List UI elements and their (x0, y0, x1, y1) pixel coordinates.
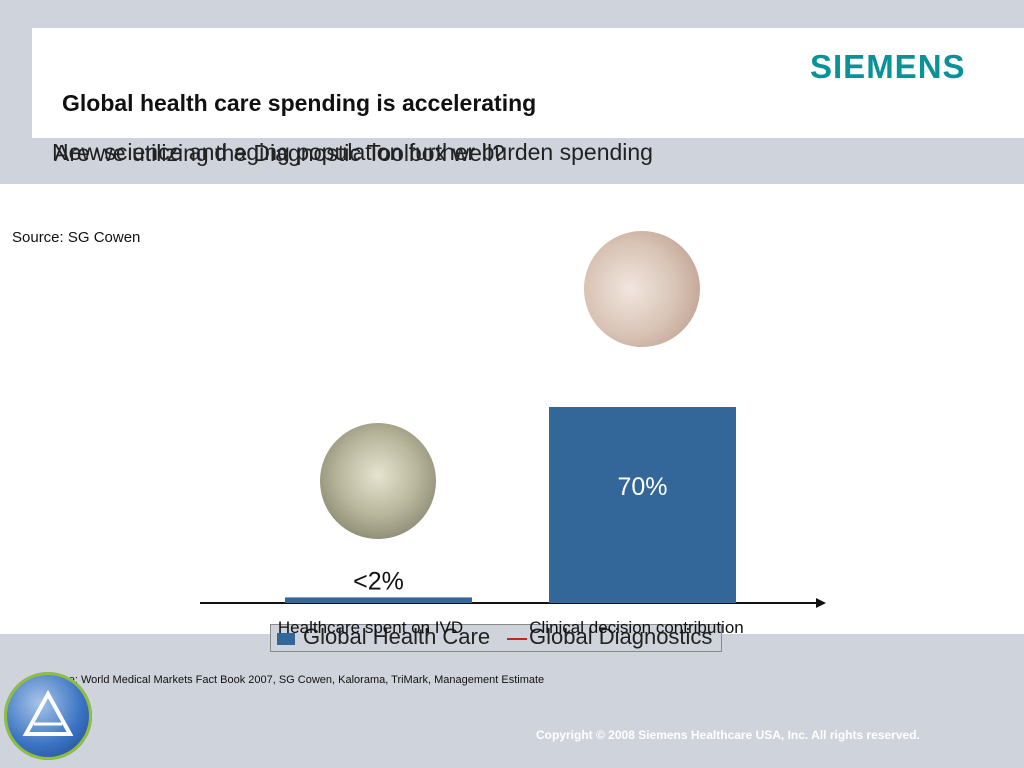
slide-title: Global health care spending is accelerat… (62, 90, 537, 116)
chart-legend: Global Health Care Global Diagnostics (270, 624, 722, 652)
x-axis-arrow-icon (816, 598, 826, 608)
category-label-1: Clinical decision contribution (529, 618, 744, 637)
legend-swatches (277, 633, 527, 645)
doctor-photo (584, 231, 700, 347)
header-panel (32, 28, 1024, 138)
category-label-0: Healthcare spent on IVD (278, 618, 463, 637)
data-label-0: <2% (353, 567, 404, 595)
lab-flask-badge-icon (4, 672, 92, 760)
siemens-logo: SIEMENS (810, 48, 966, 85)
footnote: Source: World Medical Markets Fact Book … (40, 674, 545, 686)
chart-panel (0, 184, 1024, 634)
copyright: Copyright © 2008 Siemens Healthcare USA,… (536, 728, 920, 742)
subtitle-b: Are we utilizing the Diagnostic Toolbox … (54, 140, 505, 166)
flask-icon (22, 689, 74, 736)
subtitle-a: New science and aging population further… (52, 139, 653, 165)
legend-swatch-health-care (277, 633, 295, 645)
legend-label-diagnostics: Global Diagnostics (529, 624, 713, 649)
source-label: Source: SG Cowen (12, 229, 141, 246)
legend-label-health-care: Global Health Care (303, 624, 491, 649)
bar-1 (549, 407, 736, 603)
bar-0 (285, 597, 472, 603)
money-photo (320, 423, 436, 539)
data-label-1: 70% (617, 473, 667, 501)
